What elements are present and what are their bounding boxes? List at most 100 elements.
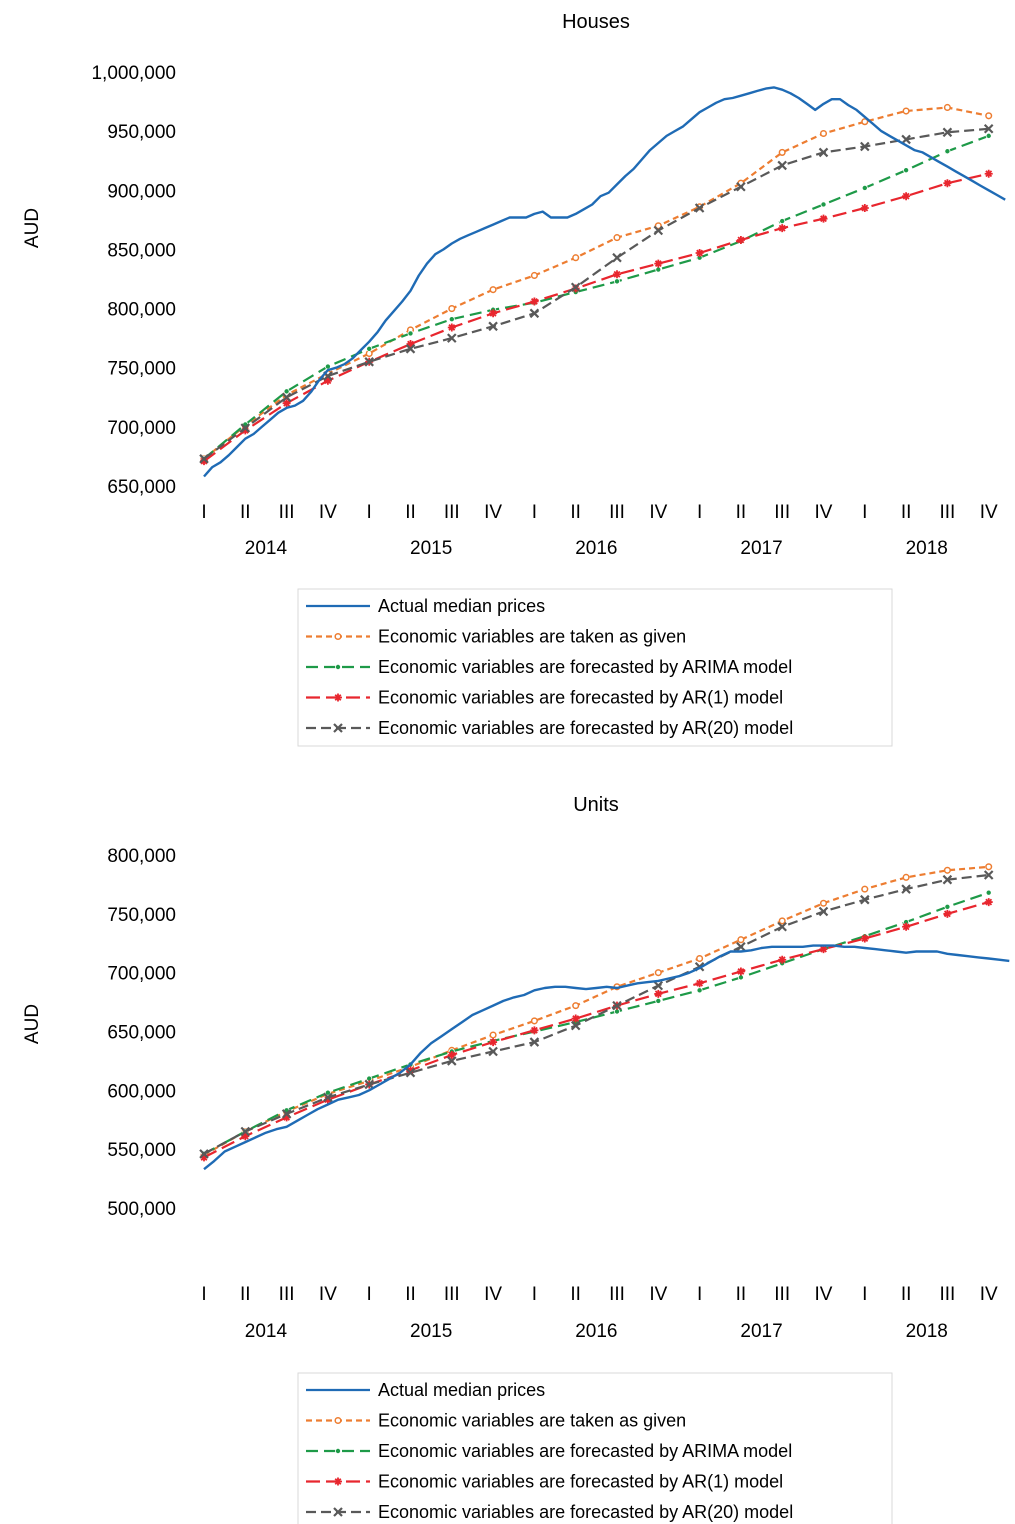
y-tick-label: 750,000 (107, 905, 176, 926)
data-point-marker (323, 1095, 332, 1104)
data-point-marker (281, 392, 292, 403)
data-point-marker (447, 1056, 457, 1066)
data-point-marker (364, 1079, 374, 1090)
data-point-marker (199, 454, 209, 464)
data-point-marker (983, 870, 994, 880)
series-4 (199, 123, 994, 464)
chart-title: Units (573, 794, 619, 816)
data-point-marker (818, 906, 829, 917)
series-line (203, 865, 989, 1156)
data-point-marker (943, 866, 951, 874)
legend-item: Economic variables are forecasted by AR(… (306, 688, 783, 708)
houses-chart: Houses AUD 650,000 700,000 750,000 800,000 8… (22, 11, 1006, 747)
data-point-marker (861, 184, 868, 191)
data-point-marker (366, 1075, 373, 1082)
x-quarter-label: I (862, 1284, 867, 1305)
x-quarter-label: IV (319, 502, 337, 523)
data-point-marker (654, 969, 662, 977)
data-point-marker (860, 934, 869, 943)
x-quarter-label: III (609, 1284, 625, 1305)
data-point-marker (944, 148, 951, 155)
data-point-marker (406, 1066, 415, 1075)
x-quarter-label: I (367, 1284, 372, 1305)
data-point-marker (902, 873, 910, 881)
x-quarter-label: III (279, 1284, 295, 1305)
x-quarter-label: II (736, 1284, 747, 1305)
legend-item: Economic variables are forecasted by AR(… (306, 1502, 793, 1522)
x-year-label: 2018 (906, 1321, 948, 1342)
legend-label: Economic variables are forecasted by AR(… (378, 718, 793, 738)
x-quarter-label: IV (980, 502, 998, 523)
data-point-marker (736, 235, 745, 244)
data-point-marker (819, 214, 828, 223)
y-tick-label: 650,000 (107, 477, 176, 498)
x-quarter-label: IV (815, 1284, 833, 1305)
data-point-marker (737, 936, 745, 944)
legend-label: Economic variables are taken as given (378, 1411, 686, 1431)
data-point-marker (778, 148, 786, 156)
y-tick-label: 700,000 (107, 964, 176, 985)
y-axis-label: AUD (22, 1004, 43, 1044)
series-line (203, 106, 989, 460)
data-point-marker (985, 863, 993, 871)
data-point-marker (861, 118, 869, 126)
legend-label: Economic variables are forecasted by AR(… (378, 688, 783, 708)
legend: Actual median prices Economic variables a… (297, 1372, 893, 1524)
data-point-marker (448, 316, 455, 323)
series-line (203, 891, 990, 1155)
y-tick-label: 750,000 (107, 359, 176, 380)
data-point-marker (406, 340, 415, 349)
x-year-label: 2018 (906, 538, 948, 559)
data-point-marker (241, 426, 250, 435)
data-point-marker (447, 1051, 456, 1060)
legend: Actual median prices Economic variables a… (297, 588, 893, 747)
series-line (203, 172, 989, 463)
series-2 (200, 132, 992, 462)
x-year-label: 2015 (410, 1321, 452, 1342)
x-year-label: 2017 (740, 1321, 782, 1342)
y-tick-label: 800,000 (107, 846, 176, 867)
x-quarter-label: II (736, 502, 747, 523)
data-point-marker (324, 1089, 331, 1096)
series-line (203, 944, 1010, 1171)
data-point-marker (489, 286, 497, 294)
data-point-marker (570, 282, 581, 293)
x-year-label: 2015 (410, 538, 452, 559)
series-line (203, 134, 990, 460)
data-point-marker (820, 201, 827, 208)
data-point-marker (819, 945, 828, 954)
data-point-marker (819, 129, 828, 138)
series-0 (203, 86, 1006, 478)
x-year-labels: 2014 2015 2016 2017 2018 (245, 538, 948, 559)
legend-item: Economic variables are forecasted by ARI… (306, 1441, 792, 1461)
data-point-marker (614, 278, 621, 285)
data-point-marker (901, 884, 911, 894)
series-4 (199, 870, 994, 1159)
x-quarter-label: I (201, 502, 206, 523)
legend-box (297, 1372, 893, 1524)
data-point-marker (984, 169, 993, 178)
x-quarter-label: III (444, 1284, 460, 1305)
data-point-marker (334, 693, 342, 702)
data-point-marker (985, 132, 992, 139)
data-point-marker (655, 266, 662, 273)
data-point-marker (530, 297, 539, 306)
data-point-marker (489, 1031, 497, 1039)
series-3 (200, 169, 993, 466)
data-point-marker (240, 1126, 251, 1137)
y-tick-label: 600,000 (107, 1081, 176, 1102)
data-point-marker (984, 898, 993, 907)
data-point-marker (983, 123, 994, 134)
data-point-marker (612, 1000, 622, 1011)
data-point-marker (530, 1026, 539, 1035)
data-point-marker (944, 903, 951, 910)
x-quarter-label: II (240, 1284, 251, 1305)
data-point-marker (901, 134, 911, 145)
y-tick-label: 550,000 (107, 1140, 176, 1161)
data-point-marker (572, 254, 580, 262)
legend-item: Actual median prices (306, 596, 545, 616)
data-point-marker (903, 167, 910, 174)
x-quarter-label: I (697, 502, 702, 523)
x-quarter-labels: I II III IV I II III IV I II III IV I II III IV I II III IV (201, 1284, 998, 1305)
data-point-marker (571, 1014, 580, 1023)
